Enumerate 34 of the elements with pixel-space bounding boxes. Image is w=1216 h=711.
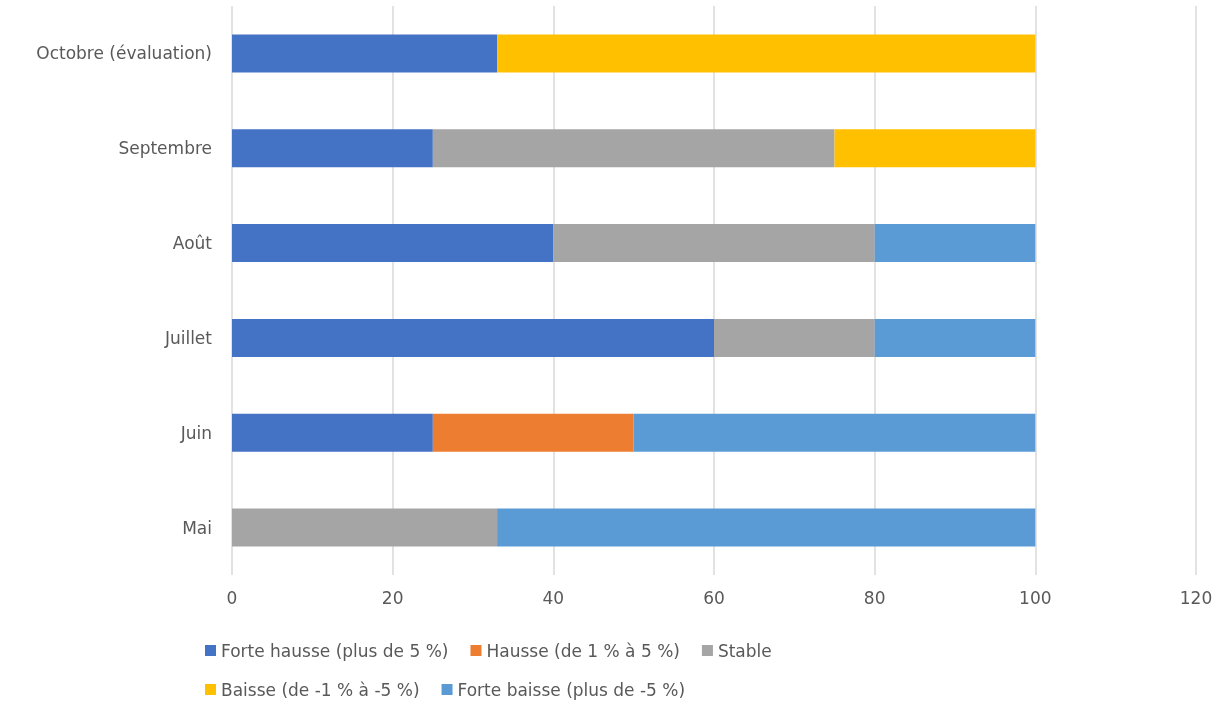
- x-tick-label: 60: [703, 587, 725, 608]
- bar: [553, 224, 875, 263]
- bar: [497, 34, 1036, 73]
- legend-label: Hausse (de 1 % à 5 %): [486, 640, 680, 661]
- legend-label: Stable: [717, 640, 772, 661]
- y-tick-label: Mai: [182, 517, 212, 538]
- bar: [432, 413, 634, 452]
- x-tick-label: 40: [542, 587, 565, 608]
- x-tick-label: 0: [226, 587, 238, 608]
- legend-label: Baisse (de -1 % à -5 %): [221, 679, 420, 700]
- bar: [874, 224, 1036, 263]
- bar: [432, 129, 835, 168]
- bar: [232, 318, 714, 357]
- y-tick-label: Juin: [179, 422, 212, 443]
- bar: [232, 224, 554, 263]
- y-tick-label: Août: [172, 233, 213, 254]
- y-tick-label: Octobre (évaluation): [36, 43, 212, 64]
- bar: [834, 129, 1036, 168]
- legend-label: Forte hausse (plus de 5 %): [221, 640, 449, 661]
- bar: [232, 129, 433, 168]
- bar: [874, 318, 1036, 357]
- x-tick-label: 20: [381, 587, 404, 608]
- y-tick-label: Septembre: [118, 138, 212, 159]
- bar: [232, 413, 433, 452]
- x-tick-label: 80: [863, 587, 886, 608]
- bar: [714, 318, 875, 357]
- y-tick-label: Juillet: [163, 327, 213, 348]
- bar: [232, 508, 498, 547]
- bar: [633, 413, 1036, 452]
- legend-label: Forte baisse (plus de -5 %): [457, 679, 686, 700]
- bar: [232, 34, 498, 73]
- x-tick-label: 120: [1179, 587, 1213, 608]
- x-tick-label: 100: [1019, 587, 1052, 608]
- bar: [497, 508, 1036, 547]
